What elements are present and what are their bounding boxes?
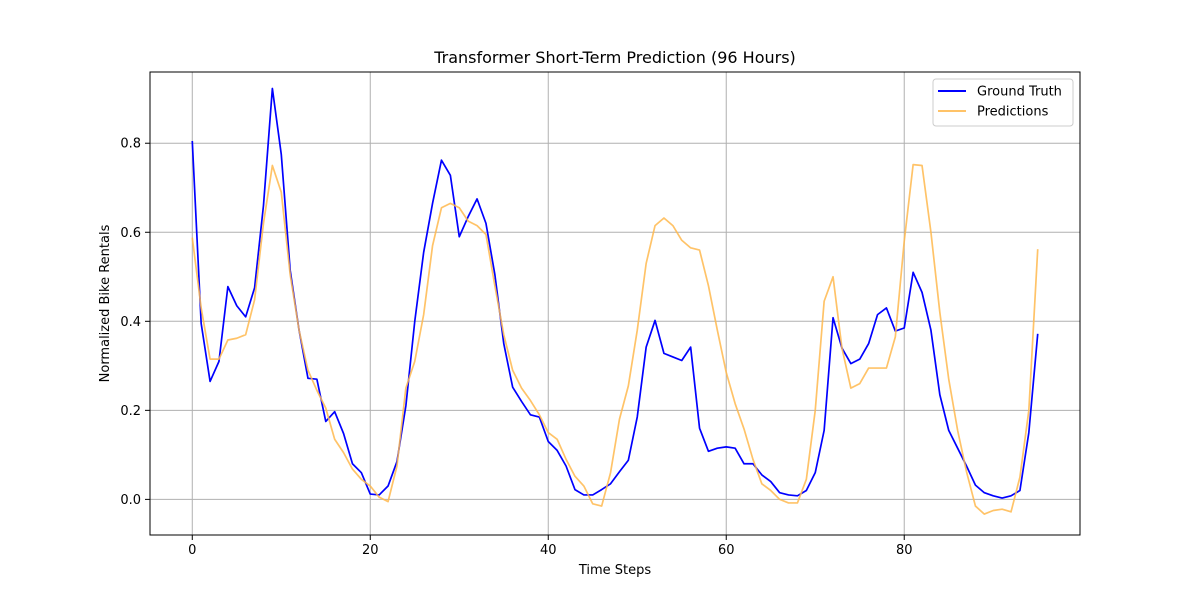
y-tick-label-3: 0.6 (120, 226, 141, 241)
plot-area-frame (149, 71, 1081, 536)
legend-label-ground-truth: Ground Truth (977, 85, 1062, 100)
series-lines (191, 87, 1039, 515)
y-tick-label-1: 0.2 (120, 404, 141, 419)
y-axis-ticks: 0.0 0.2 0.4 0.6 0.8 (120, 137, 150, 508)
x-tick-label-1: 20 (362, 543, 379, 558)
legend-box (932, 78, 1074, 127)
x-tick-label-4: 80 (896, 543, 913, 558)
y-tick-label-0: 0.0 (120, 493, 141, 508)
series-line-predictions (191, 163, 1039, 515)
grid-lines (150, 72, 1080, 535)
y-tick-label-2: 0.4 (120, 315, 141, 330)
x-axis-ticks: 0 20 40 60 80 (188, 535, 913, 558)
x-tick-label-2: 40 (540, 543, 557, 558)
x-axis-title: Time Steps (578, 563, 652, 578)
legend: Ground Truth Predictions (932, 78, 1074, 127)
y-axis-title: Normalized Bike Rentals (98, 224, 113, 382)
series-line-ground-truth (191, 87, 1039, 499)
x-tick-label-3: 60 (718, 543, 735, 558)
y-tick-label-4: 0.8 (120, 137, 141, 152)
x-tick-label-0: 0 (188, 543, 196, 558)
legend-label-predictions: Predictions (977, 105, 1049, 120)
chart-title: Transformer Short-Term Prediction (96 Ho… (433, 48, 796, 67)
